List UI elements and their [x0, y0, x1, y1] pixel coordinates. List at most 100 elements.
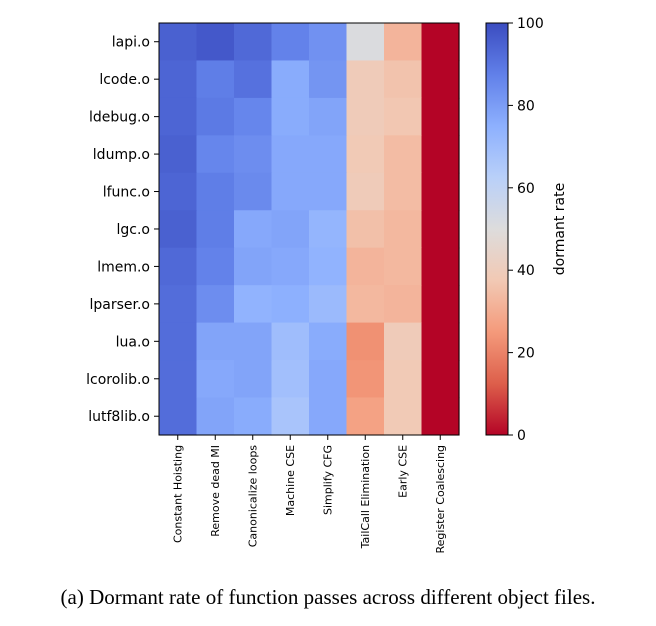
colorbar-tick-label: 40 [517, 263, 535, 279]
heatmap-cell [384, 23, 423, 62]
colorbar-tick-label: 60 [517, 181, 535, 197]
heatmap-cell [271, 23, 310, 62]
heatmap-cell [196, 60, 235, 99]
heatmap-cell [234, 285, 273, 324]
heatmap-cell [234, 322, 273, 361]
row-label: lutf8lib.o [88, 409, 150, 425]
heatmap-cell [421, 135, 460, 174]
heatmap-cell [421, 247, 460, 286]
heatmap-cell [271, 322, 310, 361]
heatmap-cell [196, 397, 235, 436]
heatmap-cell [196, 172, 235, 211]
heatmap-cell [346, 135, 385, 174]
heatmap-cell [271, 285, 310, 324]
heatmap-cell [309, 285, 348, 324]
heatmap-cell [346, 397, 385, 436]
heatmap-cell [384, 97, 423, 136]
row-label: lmem.o [97, 259, 150, 275]
heatmap-cell [234, 210, 273, 249]
heatmap-cell [271, 60, 310, 99]
heatmap-cell [271, 97, 310, 136]
heatmap-cell [159, 360, 198, 399]
heatmap-cell [346, 172, 385, 211]
heatmap-cell [271, 135, 310, 174]
heatmap-cell [384, 397, 423, 436]
colorbar-label: dormant rate [552, 183, 568, 275]
heatmap-cell [196, 322, 235, 361]
heatmap-cell [346, 247, 385, 286]
heatmap-cell [346, 23, 385, 62]
row-label: lgc.o [117, 222, 151, 238]
heatmap-cell [196, 360, 235, 399]
heatmap-cell [309, 322, 348, 361]
heatmap-cell [421, 285, 460, 324]
row-label: ldebug.o [89, 110, 150, 126]
heatmap-cell [309, 60, 348, 99]
heatmap-cell [421, 23, 460, 62]
heatmap-cell [159, 247, 198, 286]
heatmap-cell [234, 247, 273, 286]
heatmap-cell [421, 322, 460, 361]
heatmap-cell [309, 360, 348, 399]
figure-caption: (a) Dormant rate of function passes acro… [60, 585, 596, 609]
heatmap-cell [234, 172, 273, 211]
heatmap-cell [196, 285, 235, 324]
heatmap-cell [234, 135, 273, 174]
heatmap-cell [384, 247, 423, 286]
column-label: Early CSE [397, 445, 410, 498]
heatmap-figure: lapi.o lcode.o ldebug.o ldump.o lfunc.o lgc.o… [86, 16, 568, 554]
colorbar-tick-label: 80 [517, 98, 535, 114]
row-label: lcorolib.o [86, 372, 150, 388]
heatmap-cell [234, 60, 273, 99]
row-label: lfunc.o [103, 185, 150, 201]
heatmap-cell [159, 97, 198, 136]
heatmap-cells [159, 23, 460, 436]
heatmap-cell [159, 285, 198, 324]
heatmap-cell [309, 247, 348, 286]
heatmap-cell [421, 172, 460, 211]
heatmap-cell [159, 397, 198, 436]
row-label: lapi.o [112, 35, 150, 51]
colorbar: 0 20 40 60 80 100 dormant rate [485, 16, 568, 444]
heatmap-cell [346, 322, 385, 361]
column-label: Machine CSE [284, 445, 297, 516]
heatmap-cell [421, 360, 460, 399]
heatmap-cell [309, 210, 348, 249]
row-label: lparser.o [89, 297, 150, 313]
heatmap-cell [384, 135, 423, 174]
column-label: Canonicalize loops [247, 445, 260, 548]
colorbar-tick-label: 0 [517, 428, 526, 444]
heatmap-cell [384, 322, 423, 361]
row-labels: lapi.o lcode.o ldebug.o ldump.o lfunc.o lgc.o… [86, 35, 159, 425]
heatmap-cell [309, 23, 348, 62]
column-label: Constant Hoisting [172, 445, 185, 543]
column-label: Simplify CFG [322, 445, 335, 515]
heatmap-cell [159, 135, 198, 174]
heatmap-cell [196, 97, 235, 136]
heatmap-cell [196, 210, 235, 249]
heatmap-cell [346, 360, 385, 399]
column-label: TailCall Elimination [359, 445, 372, 549]
heatmap-cell [384, 172, 423, 211]
row-label: ldump.o [93, 147, 150, 163]
heatmap-cell [159, 60, 198, 99]
colorbar-tick-label: 20 [517, 346, 535, 362]
heatmap-cell [196, 135, 235, 174]
heatmap-cell [421, 397, 460, 436]
heatmap-cell [271, 397, 310, 436]
heatmap-cell [309, 97, 348, 136]
heatmap-cell [346, 60, 385, 99]
heatmap-cell [421, 97, 460, 136]
heatmap-cell [234, 23, 273, 62]
heatmap-cell [271, 210, 310, 249]
heatmap-cell [159, 322, 198, 361]
heatmap-cell [159, 23, 198, 62]
heatmap-cell [159, 172, 198, 211]
heatmap-cell [309, 397, 348, 436]
heatmap-cell [309, 135, 348, 174]
heatmap-cell [271, 360, 310, 399]
column-label: Register Coalescing [434, 445, 447, 554]
row-label: lcode.o [99, 72, 150, 88]
heatmap-cell [346, 210, 385, 249]
heatmap-cell [384, 360, 423, 399]
